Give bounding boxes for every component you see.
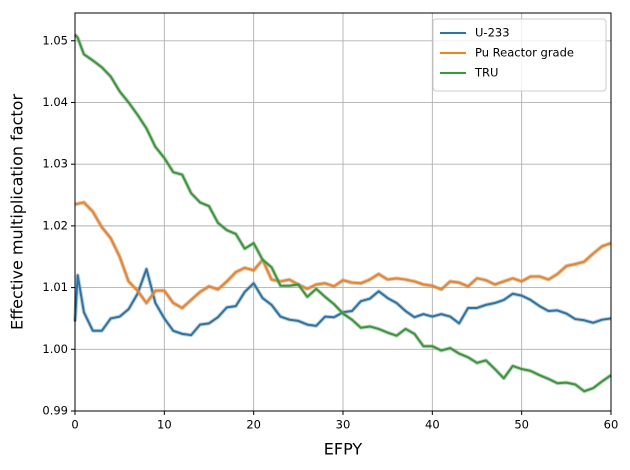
legend-label: TRU <box>474 66 498 80</box>
x-tick-label: 0 <box>71 418 78 432</box>
x-tick-label: 10 <box>157 418 172 432</box>
y-tick-label: 1.05 <box>42 33 68 47</box>
x-tick-label: 30 <box>336 418 351 432</box>
legend-label: Pu Reactor grade <box>475 46 574 60</box>
y-tick-label: 1.01 <box>42 280 68 294</box>
series-line <box>74 201 612 309</box>
y-tick-label: 1.03 <box>42 157 68 171</box>
legend-box <box>432 18 607 92</box>
y-tick-label: 1.00 <box>42 342 68 356</box>
x-tick-label: 50 <box>514 418 529 432</box>
x-tick-label: 20 <box>246 418 261 432</box>
y-axis-label: Effective multiplication factor <box>8 94 27 330</box>
legend-label: U-233 <box>475 26 510 40</box>
x-axis-label: EFPY <box>324 440 363 459</box>
plot-frame <box>74 12 612 412</box>
x-tick-label: 60 <box>604 418 619 432</box>
y-tick-label: 1.04 <box>42 95 68 109</box>
y-tick-label: 0.99 <box>42 404 68 418</box>
series-line <box>74 33 612 393</box>
y-tick-label: 1.02 <box>42 218 68 232</box>
series-line <box>74 268 612 337</box>
x-tick-label: 40 <box>425 418 440 432</box>
